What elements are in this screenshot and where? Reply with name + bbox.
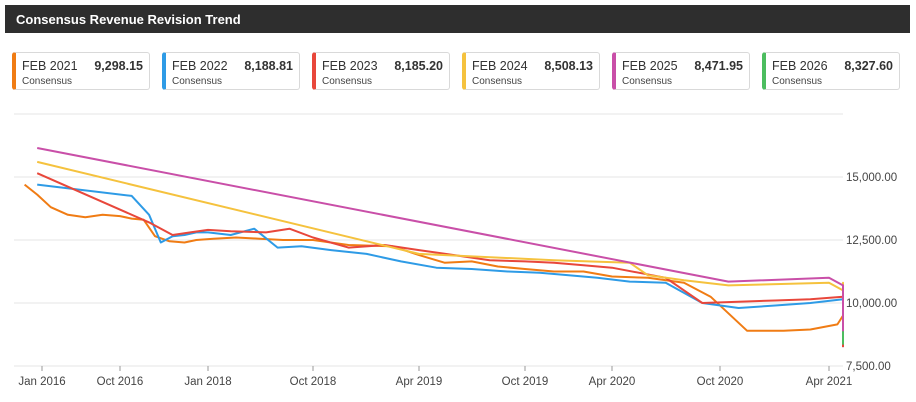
- series-line-feb-2023[interactable]: [36, 172, 844, 348]
- legend-value: 8,327.60: [844, 59, 893, 73]
- legend-label: FEB 2022: [172, 59, 228, 73]
- x-tick-label: Apr 2019: [396, 376, 443, 388]
- revision-line-chart: 7,500.00 10,000.00 12,500.00 15,000.00 Jan 2…: [14, 113, 897, 388]
- legend-label: FEB 2023: [322, 59, 378, 73]
- legend-sub: Consensus: [322, 76, 373, 87]
- legend-label: FEB 2024: [472, 59, 528, 73]
- legend-label: FEB 2021: [22, 59, 78, 73]
- legend-value: 8,188.81: [244, 59, 293, 73]
- legend-value: 8,471.95: [694, 59, 743, 73]
- legend-value: 9,298.15: [94, 59, 143, 73]
- legend-label: FEB 2025: [622, 59, 678, 73]
- legend-card-feb-2024[interactable]: FEB 2024 8,508.13 Consensus: [462, 52, 600, 90]
- legend: FEB 2021 9,298.15 Consensus FEB 2022 8,188.8…: [12, 52, 910, 92]
- legend-value: 8,185.20: [394, 59, 443, 73]
- legend-sub: Consensus: [622, 76, 673, 87]
- legend-sub: Consensus: [172, 76, 223, 87]
- series-line-feb-2021[interactable]: [23, 183, 844, 332]
- x-tick-label: Oct 2016: [97, 376, 144, 388]
- x-tick-label: Apr 2020: [589, 376, 636, 388]
- x-tick-label: Jan 2018: [184, 376, 231, 388]
- x-tick-label: Apr 2021: [806, 376, 853, 388]
- x-tick-label: Oct 2018: [290, 376, 337, 388]
- legend-sub: Consensus: [22, 76, 73, 87]
- legend-sub: Consensus: [772, 76, 823, 87]
- x-tick-label: Jan 2016: [18, 376, 65, 388]
- series-line-feb-2025[interactable]: [37, 147, 844, 341]
- legend-sub: Consensus: [472, 76, 523, 87]
- legend-card-feb-2023[interactable]: FEB 2023 8,185.20 Consensus: [312, 52, 450, 90]
- x-tick-label: Oct 2020: [697, 376, 744, 388]
- y-tick-label: 7,500.00: [846, 361, 891, 373]
- legend-card-feb-2025[interactable]: FEB 2025 8,471.95 Consensus: [612, 52, 750, 90]
- chart-title: Consensus Revenue Revision Trend: [16, 12, 241, 27]
- chart-header: Consensus Revenue Revision Trend: [5, 5, 910, 33]
- legend-card-feb-2026[interactable]: FEB 2026 8,327.60 Consensus: [762, 52, 900, 90]
- y-tick-label: 15,000.00: [846, 172, 897, 184]
- series-line-feb-2022[interactable]: [37, 183, 844, 348]
- x-tick-label: Oct 2019: [502, 376, 549, 388]
- legend-value: 8,508.13: [544, 59, 593, 73]
- y-tick-label: 10,000.00: [846, 298, 897, 310]
- series-line-feb-2024[interactable]: [36, 160, 844, 339]
- y-tick-label: 12,500.00: [846, 235, 897, 247]
- legend-card-feb-2022[interactable]: FEB 2022 8,188.81 Consensus: [162, 52, 300, 90]
- legend-label: FEB 2026: [772, 59, 828, 73]
- legend-card-feb-2021[interactable]: FEB 2021 9,298.15 Consensus: [12, 52, 150, 90]
